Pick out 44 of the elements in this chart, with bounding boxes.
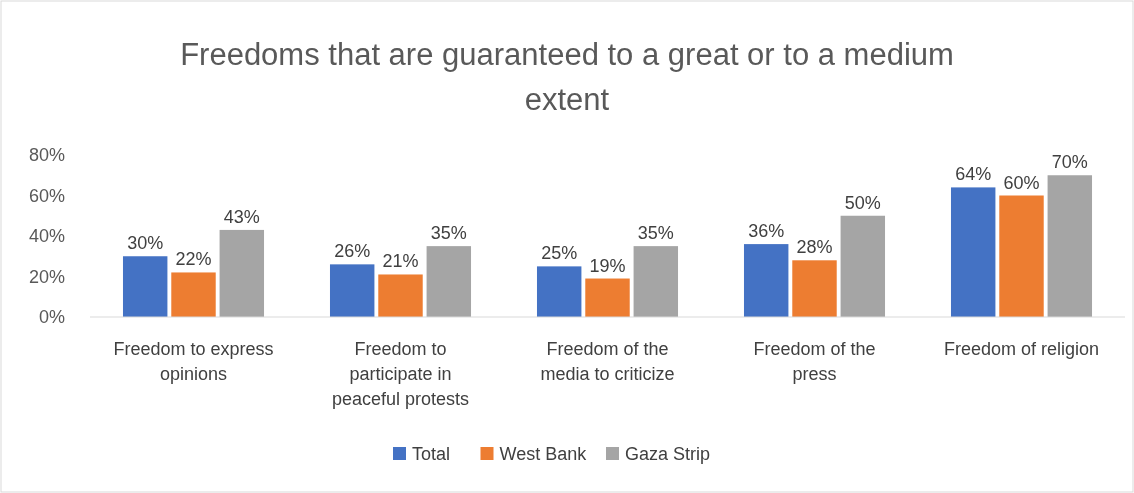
legend-label: Total	[412, 444, 451, 464]
data-label: 22%	[175, 249, 212, 270]
x-tick-label: Freedom to express opinions	[113, 339, 274, 384]
bar	[426, 246, 472, 317]
data-label: 30%	[127, 233, 164, 254]
bar	[950, 187, 996, 317]
y-tick-label: 20%	[28, 266, 65, 287]
x-tick-label: Freedom of the press	[753, 339, 876, 384]
bar	[329, 264, 375, 317]
data-label: 36%	[748, 221, 785, 242]
data-label: 43%	[223, 206, 260, 227]
bar	[633, 246, 679, 317]
legend-label: West Bank	[499, 444, 588, 464]
data-label: 50%	[844, 192, 881, 213]
bar	[743, 244, 789, 317]
y-tick-label: 40%	[28, 226, 65, 246]
bar	[122, 256, 168, 317]
x-tick-label: Freedom to participate in peaceful protests	[331, 339, 470, 409]
bar	[219, 229, 265, 317]
data-label: 21%	[382, 251, 419, 272]
bar	[840, 215, 886, 317]
x-tick-label: Freedom of the media to criticize	[540, 339, 675, 384]
bar	[999, 195, 1044, 317]
data-label: 26%	[334, 241, 371, 262]
data-label: 70%	[1051, 152, 1088, 173]
y-tick-label: 80%	[28, 145, 65, 165]
y-tick-label: 0%	[38, 307, 65, 327]
data-label: 25%	[541, 243, 578, 264]
bar	[171, 272, 216, 317]
data-label: 28%	[796, 237, 833, 258]
y-tick-label: 60%	[28, 185, 65, 206]
data-label: 35%	[637, 223, 674, 244]
bar	[378, 274, 423, 317]
data-label: 35%	[430, 223, 467, 244]
x-tick-label: Freedom of religion	[943, 339, 1100, 359]
bar	[792, 260, 837, 317]
data-label: 60%	[1003, 172, 1040, 193]
bar	[1047, 175, 1093, 317]
chart-title: Freedoms that are guaranteed to a great or to a medium extent	[180, 37, 954, 117]
data-label: 64%	[955, 164, 992, 185]
data-label: 19%	[589, 255, 626, 276]
bar	[585, 278, 630, 317]
bar	[536, 266, 582, 317]
legend-label: Gaza Strip	[625, 444, 711, 464]
